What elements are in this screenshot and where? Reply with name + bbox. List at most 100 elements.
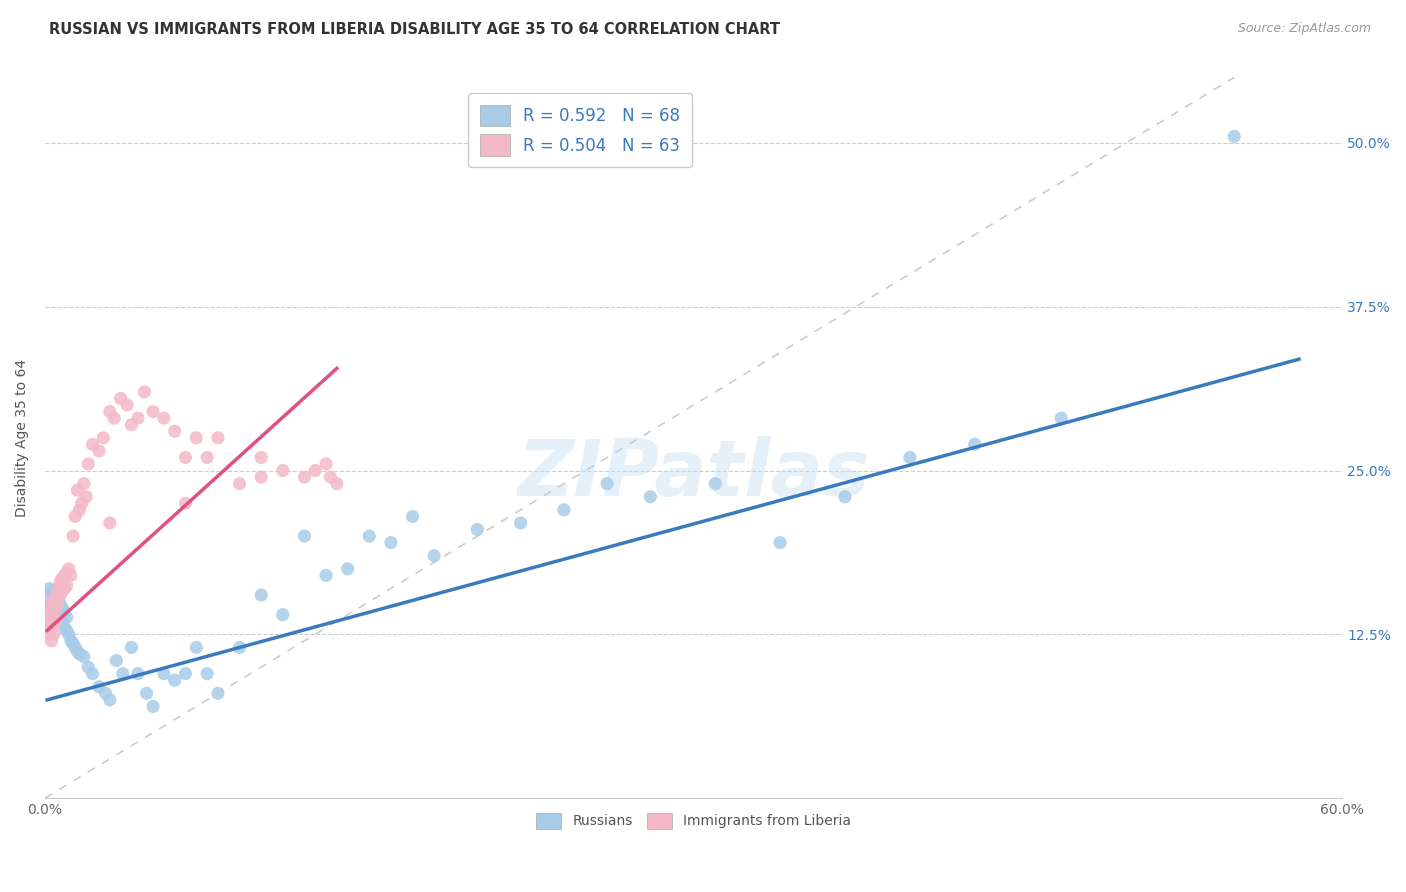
Point xyxy=(41,584,63,599)
Point xyxy=(1050,411,1073,425)
Point xyxy=(41,601,63,615)
Point xyxy=(51,614,73,628)
Point xyxy=(467,523,489,537)
Point xyxy=(1223,129,1246,144)
Point xyxy=(42,607,65,622)
Point xyxy=(46,601,69,615)
Point xyxy=(58,562,80,576)
Point xyxy=(304,464,326,478)
Point xyxy=(38,601,60,615)
Point xyxy=(53,605,76,619)
Point xyxy=(834,490,856,504)
Point xyxy=(41,594,63,608)
Point xyxy=(42,614,65,628)
Point xyxy=(75,490,97,504)
Point xyxy=(359,529,381,543)
Point xyxy=(153,411,176,425)
Point xyxy=(37,621,59,635)
Point xyxy=(45,614,67,628)
Text: RUSSIAN VS IMMIGRANTS FROM LIBERIA DISABILITY AGE 35 TO 64 CORRELATION CHART: RUSSIAN VS IMMIGRANTS FROM LIBERIA DISAB… xyxy=(49,22,780,37)
Point xyxy=(319,470,342,484)
Point xyxy=(207,686,229,700)
Point xyxy=(62,636,84,650)
Point xyxy=(73,649,96,664)
Point xyxy=(250,588,273,602)
Point xyxy=(58,627,80,641)
Point xyxy=(41,621,63,635)
Point xyxy=(46,597,69,611)
Point xyxy=(37,588,59,602)
Point xyxy=(45,588,67,602)
Point xyxy=(115,398,138,412)
Point xyxy=(42,627,65,641)
Point xyxy=(87,443,110,458)
Point xyxy=(898,450,921,465)
Point xyxy=(153,666,176,681)
Point xyxy=(53,621,76,635)
Point xyxy=(103,411,125,425)
Text: ZIPatlas: ZIPatlas xyxy=(517,436,870,512)
Point xyxy=(51,601,73,615)
Point xyxy=(45,588,67,602)
Point xyxy=(640,490,662,504)
Point xyxy=(55,566,77,580)
Point xyxy=(55,579,77,593)
Point xyxy=(111,666,134,681)
Point xyxy=(142,699,165,714)
Point xyxy=(53,582,76,596)
Point xyxy=(294,470,316,484)
Point xyxy=(134,384,156,399)
Point xyxy=(704,476,727,491)
Point xyxy=(38,614,60,628)
Point xyxy=(46,594,69,608)
Point xyxy=(41,594,63,608)
Point xyxy=(41,633,63,648)
Point xyxy=(69,647,91,661)
Point xyxy=(51,571,73,585)
Point xyxy=(53,568,76,582)
Point xyxy=(49,588,72,602)
Point xyxy=(82,437,104,451)
Point xyxy=(87,680,110,694)
Point xyxy=(769,535,792,549)
Point xyxy=(315,568,337,582)
Point xyxy=(37,607,59,622)
Point xyxy=(38,597,60,611)
Point xyxy=(66,483,89,498)
Point xyxy=(98,404,121,418)
Point xyxy=(174,496,197,510)
Point xyxy=(963,437,986,451)
Point xyxy=(127,411,149,425)
Point xyxy=(42,591,65,606)
Point xyxy=(142,404,165,418)
Point xyxy=(73,476,96,491)
Point xyxy=(82,666,104,681)
Point xyxy=(55,624,77,638)
Point xyxy=(315,457,337,471)
Point xyxy=(69,503,91,517)
Point xyxy=(163,673,186,688)
Point xyxy=(174,450,197,465)
Point xyxy=(70,496,93,510)
Point xyxy=(66,644,89,658)
Point xyxy=(271,607,294,622)
Point xyxy=(401,509,423,524)
Point xyxy=(250,450,273,465)
Point xyxy=(98,693,121,707)
Point xyxy=(186,640,208,655)
Point xyxy=(42,601,65,615)
Point xyxy=(41,607,63,622)
Point xyxy=(380,535,402,549)
Point xyxy=(42,597,65,611)
Point xyxy=(163,424,186,438)
Point xyxy=(336,562,359,576)
Point xyxy=(186,431,208,445)
Point xyxy=(135,686,157,700)
Point xyxy=(294,529,316,543)
Point xyxy=(98,516,121,530)
Point xyxy=(105,654,128,668)
Point xyxy=(49,574,72,589)
Point xyxy=(271,464,294,478)
Point xyxy=(326,476,349,491)
Point xyxy=(110,392,132,406)
